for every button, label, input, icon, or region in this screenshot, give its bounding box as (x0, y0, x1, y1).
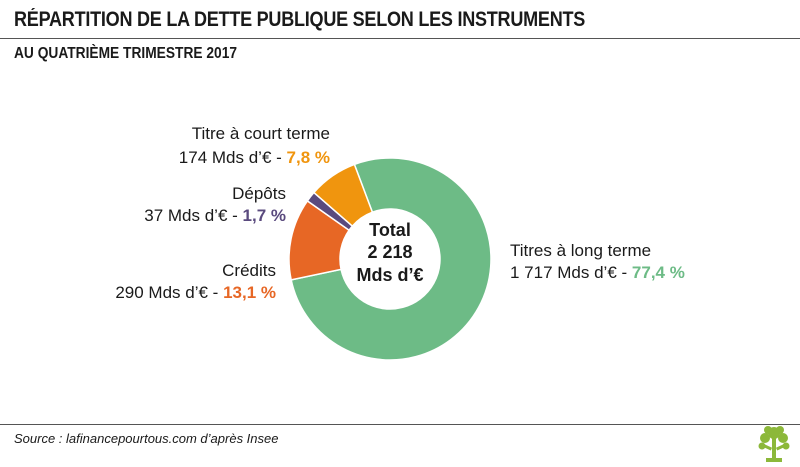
slice-value-label-2: 37 Mds d’€ - 1,7 % (144, 206, 286, 225)
tree-logo-icon (758, 426, 790, 462)
slice-category-label-1: Crédits (222, 261, 276, 280)
title-divider (0, 38, 800, 39)
slice-percent-label-3: 7,8 % (287, 148, 330, 167)
center-label-line-2: Mds d’€ (356, 265, 423, 285)
donut-slice-3 (312, 163, 374, 228)
slice-labels: Titres à long terme 1 717 Mds d’€ - 77,4 … (115, 124, 685, 302)
center-label-line-1: 2 218 (367, 242, 412, 262)
slice-category-label-2: Dépôts (232, 184, 286, 203)
slice-percent-label-2: 1,7 % (243, 206, 286, 225)
slice-category-label-0: Titres à long terme (510, 241, 651, 260)
slice-percent-label-0: 77,4 % (632, 263, 685, 282)
donut-slices (288, 157, 492, 361)
chart-subtitle: AU QUATRIÈME TRIMESTRE 2017 (14, 45, 237, 62)
footer-divider (0, 424, 800, 425)
source-note: Source : lafinancepourtous.com d’après I… (14, 431, 279, 446)
slice-value-label-0: 1 717 Mds d’€ - 77,4 % (510, 263, 685, 282)
chart-title: RÉPARTITION DE LA DETTE PUBLIQUE SELON L… (14, 8, 586, 31)
slice-category-label-3: Titre à court terme (192, 124, 330, 143)
donut-chart: Titres à long terme 1 717 Mds d’€ - 77,4 … (115, 124, 685, 361)
center-label-line-0: Total (369, 220, 411, 240)
slice-value-label-3: 174 Mds d’€ - 7,8 % (179, 148, 330, 167)
slice-percent-label-1: 13,1 % (223, 283, 276, 302)
donut-slice-0 (290, 157, 492, 361)
slice-value-label-1: 290 Mds d’€ - 13,1 % (115, 283, 276, 302)
